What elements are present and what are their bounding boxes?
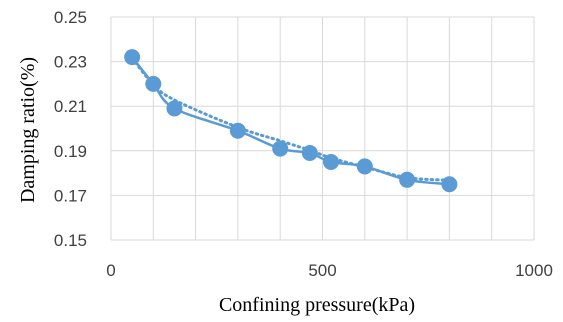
- y-tick-label: 0.23: [54, 53, 87, 72]
- y-tick-label: 0.21: [54, 97, 87, 116]
- data-point: [322, 153, 339, 170]
- x-tick-label: 1000: [515, 261, 553, 280]
- data-point: [356, 158, 373, 175]
- y-tick-label: 0.15: [54, 231, 87, 250]
- grid: [110, 16, 535, 241]
- tick-labels: 0.15 0.17 0.19 0.21 0.23 0.25 0 500 1000: [54, 8, 553, 280]
- y-tick-label: 0.17: [54, 186, 87, 205]
- series-line: [131, 56, 450, 186]
- y-axis-title: Damping ratio(%): [17, 57, 39, 203]
- data-point: [272, 140, 289, 157]
- data-point: [399, 171, 416, 188]
- markers-group: [124, 49, 458, 193]
- data-point: [441, 176, 458, 193]
- data-point: [301, 145, 318, 162]
- data-point: [229, 122, 246, 139]
- data-point: [166, 100, 183, 117]
- y-tick-label: 0.19: [54, 142, 87, 161]
- series-group: [130, 56, 451, 186]
- data-point: [145, 75, 162, 92]
- data-point: [124, 49, 141, 66]
- x-axis-title: Confining pressure(kPa): [219, 294, 415, 316]
- x-tick-label: 500: [308, 261, 336, 280]
- trendline: [130, 56, 451, 182]
- y-tick-label: 0.25: [54, 8, 87, 27]
- x-tick-label: 0: [106, 261, 115, 280]
